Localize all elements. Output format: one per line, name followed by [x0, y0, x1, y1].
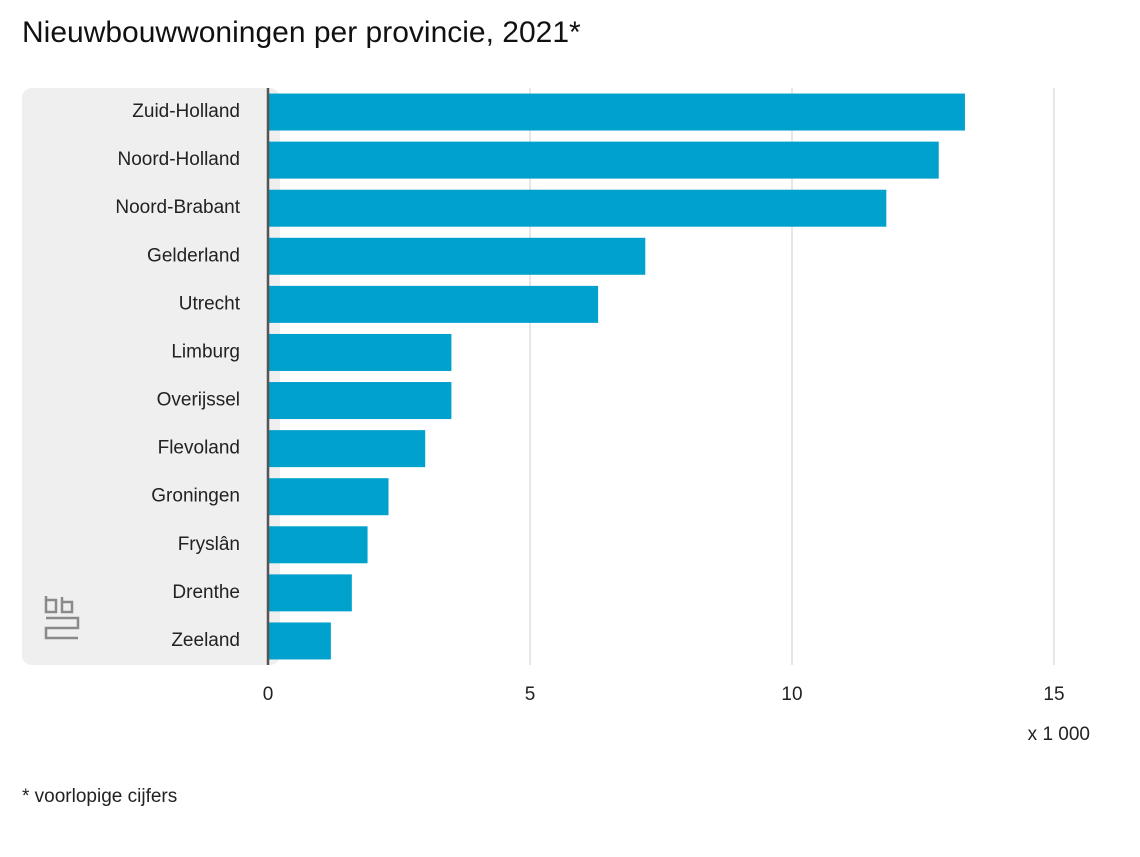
chart-title: Nieuwbouwwoningen per provincie, 2021* — [22, 16, 581, 49]
logo — [44, 596, 80, 640]
y-tick-label: Noord-Brabant — [115, 197, 240, 218]
x-tick-label: 15 — [1043, 684, 1064, 705]
y-tick-label: Gelderland — [147, 245, 240, 266]
x-tick-label: 5 — [525, 684, 536, 705]
bar — [268, 285, 599, 323]
bar — [268, 189, 887, 227]
bar — [268, 430, 426, 468]
y-tick-label: Utrecht — [179, 293, 241, 314]
y-tick-label: Overijssel — [157, 390, 240, 411]
y-tick-label: Noord-Holland — [117, 149, 240, 170]
y-tick-label: Flevoland — [158, 438, 240, 459]
bar — [268, 382, 452, 420]
x-tick-label: 0 — [263, 684, 274, 705]
bar — [268, 478, 389, 516]
bar — [268, 622, 331, 660]
bar — [268, 237, 646, 275]
y-tick-label: Zeeland — [171, 630, 240, 651]
bar — [268, 526, 368, 564]
bar — [268, 141, 939, 179]
bar — [268, 93, 965, 131]
x-tick-label: 10 — [781, 684, 802, 705]
footnote: * voorlopige cijfers — [22, 786, 177, 807]
y-tick-label: Zuid-Holland — [132, 101, 240, 122]
bar — [268, 574, 352, 612]
x-axis-label: x 1 000 — [1028, 724, 1090, 745]
y-tick-label: Groningen — [151, 486, 240, 507]
y-tick-label: Limburg — [171, 341, 240, 362]
y-tick-label: Fryslân — [178, 534, 240, 555]
y-tick-label: Drenthe — [172, 582, 240, 603]
label-panel — [22, 88, 280, 665]
bar — [268, 333, 452, 371]
